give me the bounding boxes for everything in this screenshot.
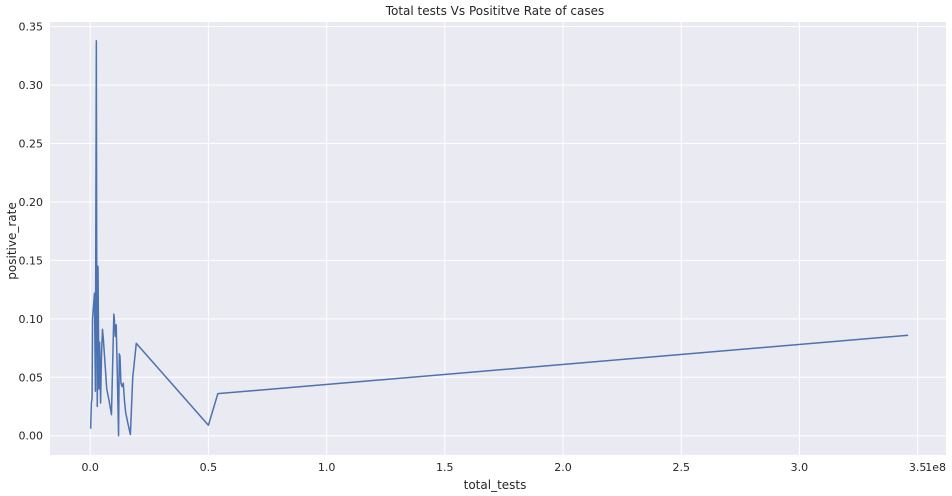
y-tick-label: 0.05 — [19, 371, 44, 384]
x-tick-label: 0.0 — [81, 461, 99, 474]
plot-background — [50, 22, 946, 455]
y-axis-ticks: 0.00 0.05 0.10 0.15 0.20 0.25 0.30 0.35 — [19, 21, 44, 443]
y-tick-label: 0.20 — [19, 196, 44, 209]
x-tick-label: 1.5 — [436, 461, 454, 474]
chart-title: Total tests Vs Posititve Rate of cases — [385, 4, 605, 18]
series-line — [89, 39, 909, 437]
y-tick-label: 0.00 — [19, 430, 44, 443]
y-tick-label: 0.30 — [19, 79, 44, 92]
series-group — [89, 39, 909, 437]
x-axis-ticks: 0.0 0.5 1.0 1.5 2.0 2.5 3.0 3.5 — [81, 461, 926, 474]
x-axis-offset-label: 1e8 — [925, 461, 946, 474]
x-tick-label: 3.5 — [909, 461, 927, 474]
y-axis-label: positive_rate — [5, 202, 19, 279]
x-tick-label: 2.0 — [554, 461, 572, 474]
y-tick-label: 0.35 — [19, 21, 44, 34]
x-tick-label: 2.5 — [672, 461, 690, 474]
y-tick-label: 0.10 — [19, 313, 44, 326]
y-tick-label: 0.25 — [19, 138, 44, 151]
y-tick-label: 0.15 — [19, 254, 44, 267]
x-tick-label: 3.0 — [791, 461, 809, 474]
grid-lines — [50, 22, 946, 455]
x-axis-label: total_tests — [464, 478, 527, 492]
x-tick-label: 1.0 — [318, 461, 336, 474]
x-tick-label: 0.5 — [200, 461, 218, 474]
